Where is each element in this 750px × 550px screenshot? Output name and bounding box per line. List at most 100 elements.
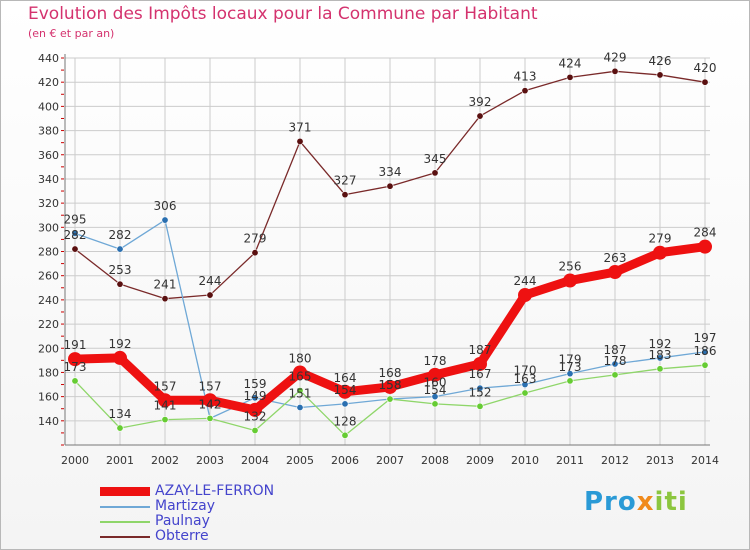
data-label-martizay-2002: 306 bbox=[154, 199, 177, 213]
data-label-obterre-2011: 424 bbox=[559, 56, 582, 70]
legend-swatch-obterre bbox=[100, 536, 150, 538]
data-label-azay-le-ferron-2004: 149 bbox=[244, 389, 267, 403]
data-label-obterre-2000: 282 bbox=[64, 228, 87, 242]
data-point-paulnay-2008 bbox=[431, 400, 439, 408]
data-point-martizay-2005 bbox=[296, 404, 304, 412]
x-tick-label-2004: 2004 bbox=[241, 454, 269, 467]
data-point-obterre-2005 bbox=[296, 137, 304, 145]
data-point-obterre-2002 bbox=[161, 295, 169, 303]
data-point-martizay-2009 bbox=[476, 384, 484, 392]
x-tick-label-2006: 2006 bbox=[331, 454, 359, 467]
y-tick-label-380: 380 bbox=[38, 125, 59, 138]
data-label-martizay-2012: 187 bbox=[604, 343, 627, 357]
x-tick-label-2003: 2003 bbox=[196, 454, 224, 467]
data-label-obterre-2001: 253 bbox=[109, 263, 132, 277]
data-point-obterre-2000 bbox=[71, 245, 79, 253]
data-label-martizay-2004: 159 bbox=[244, 377, 267, 391]
x-tick-label-2010: 2010 bbox=[511, 454, 539, 467]
data-label-paulnay-2014: 186 bbox=[694, 344, 717, 358]
data-point-obterre-2011 bbox=[566, 73, 574, 81]
data-label-azay-le-ferron-2010: 244 bbox=[514, 274, 537, 288]
data-point-paulnay-2001 bbox=[116, 424, 124, 432]
x-tick-label-2012: 2012 bbox=[601, 454, 629, 467]
x-tick-label-2001: 2001 bbox=[106, 454, 134, 467]
legend-swatch-paulnay bbox=[100, 521, 150, 523]
data-label-martizay-2011: 179 bbox=[559, 353, 582, 367]
y-tick-label-180: 180 bbox=[38, 366, 59, 379]
x-tick-label-2013: 2013 bbox=[646, 454, 674, 467]
legend-label-paulnay: Paulnay bbox=[155, 513, 210, 529]
data-label-obterre-2004: 279 bbox=[244, 232, 267, 246]
data-point-martizay-2013 bbox=[656, 354, 664, 362]
data-label-martizay-2008: 160 bbox=[424, 376, 447, 390]
data-label-paulnay-2002: 141 bbox=[154, 399, 177, 413]
data-point-martizay-2006 bbox=[341, 400, 349, 408]
data-point-paulnay-2007 bbox=[386, 395, 394, 403]
data-point-martizay-2001 bbox=[116, 245, 124, 253]
x-tick-label-2011: 2011 bbox=[556, 454, 584, 467]
x-tick-label-2000: 2000 bbox=[61, 454, 89, 467]
data-point-paulnay-2002 bbox=[161, 416, 169, 424]
data-point-martizay-2008 bbox=[431, 393, 439, 401]
brand-part-3: iti bbox=[654, 487, 688, 517]
data-point-azay-le-ferron-2000 bbox=[68, 352, 82, 367]
x-tick-label-2008: 2008 bbox=[421, 454, 449, 467]
data-point-paulnay-2006 bbox=[341, 431, 349, 439]
data-label-obterre-2007: 334 bbox=[379, 165, 402, 179]
data-point-obterre-2008 bbox=[431, 169, 439, 177]
data-point-paulnay-2011 bbox=[566, 377, 574, 385]
data-label-obterre-2012: 429 bbox=[604, 50, 627, 64]
data-label-obterre-2009: 392 bbox=[469, 95, 492, 109]
data-label-obterre-2003: 244 bbox=[199, 274, 222, 288]
data-label-azay-le-ferron-2011: 256 bbox=[559, 260, 582, 274]
data-point-azay-le-ferron-2010 bbox=[518, 288, 532, 303]
data-point-martizay-2002 bbox=[161, 216, 169, 224]
data-label-paulnay-2013: 183 bbox=[649, 348, 672, 362]
data-label-paulnay-2004: 132 bbox=[244, 409, 267, 423]
x-tick-label-2005: 2005 bbox=[286, 454, 314, 467]
data-point-martizay-2000 bbox=[71, 229, 79, 237]
data-point-obterre-2001 bbox=[116, 280, 124, 288]
data-point-obterre-2012 bbox=[611, 67, 619, 75]
data-label-paulnay-2010: 163 bbox=[514, 372, 537, 386]
data-label-obterre-2008: 345 bbox=[424, 152, 447, 166]
data-label-paulnay-2000: 173 bbox=[64, 360, 87, 374]
x-tick-label-2007: 2007 bbox=[376, 454, 404, 467]
y-tick-label-260: 260 bbox=[38, 270, 59, 283]
data-label-obterre-2006: 327 bbox=[334, 174, 357, 188]
data-label-obterre-2002: 241 bbox=[154, 278, 177, 292]
data-point-martizay-2010 bbox=[521, 381, 529, 389]
data-point-paulnay-2000 bbox=[71, 377, 79, 385]
data-point-azay-le-ferron-2001 bbox=[113, 350, 127, 365]
data-label-martizay-2007: 158 bbox=[379, 378, 402, 392]
y-tick-label-220: 220 bbox=[38, 318, 59, 331]
data-point-azay-le-ferron-2002 bbox=[158, 393, 172, 408]
data-label-martizay-2006: 154 bbox=[334, 383, 357, 397]
data-point-azay-le-ferron-2008 bbox=[428, 367, 442, 382]
data-point-martizay-2011 bbox=[566, 370, 574, 378]
proxiti-logo: Proxiti bbox=[584, 487, 688, 517]
legend-label-azay: AZAY-LE-FERRON bbox=[155, 483, 275, 499]
data-point-azay-le-ferron-2014 bbox=[698, 239, 712, 254]
y-tick-label-420: 420 bbox=[38, 76, 59, 89]
data-label-paulnay-2003: 142 bbox=[199, 397, 222, 411]
data-label-paulnay-2008: 154 bbox=[424, 383, 447, 397]
data-point-martizay-2014 bbox=[701, 348, 709, 356]
x-tick-label-2002: 2002 bbox=[151, 454, 179, 467]
x-tick-label-2014: 2014 bbox=[691, 454, 719, 467]
data-label-martizay-2003: 142 bbox=[199, 397, 222, 411]
data-point-paulnay-2004 bbox=[251, 426, 259, 434]
data-label-martizay-2010: 170 bbox=[514, 364, 537, 378]
data-point-paulnay-2014 bbox=[701, 361, 709, 369]
chart-subtitle: (en € et par an) bbox=[28, 27, 115, 40]
data-label-paulnay-2005: 165 bbox=[289, 370, 312, 384]
data-point-paulnay-2010 bbox=[521, 389, 529, 397]
data-label-azay-le-ferron-2003: 157 bbox=[199, 379, 222, 393]
data-label-azay-le-ferron-2013: 279 bbox=[649, 232, 672, 246]
y-tick-label-360: 360 bbox=[38, 149, 59, 162]
data-label-martizay-2014: 197 bbox=[694, 331, 717, 345]
data-point-azay-le-ferron-2013 bbox=[653, 245, 667, 260]
y-tick-label-320: 320 bbox=[38, 197, 59, 210]
y-tick-label-240: 240 bbox=[38, 294, 59, 307]
data-point-martizay-2004 bbox=[251, 394, 259, 402]
